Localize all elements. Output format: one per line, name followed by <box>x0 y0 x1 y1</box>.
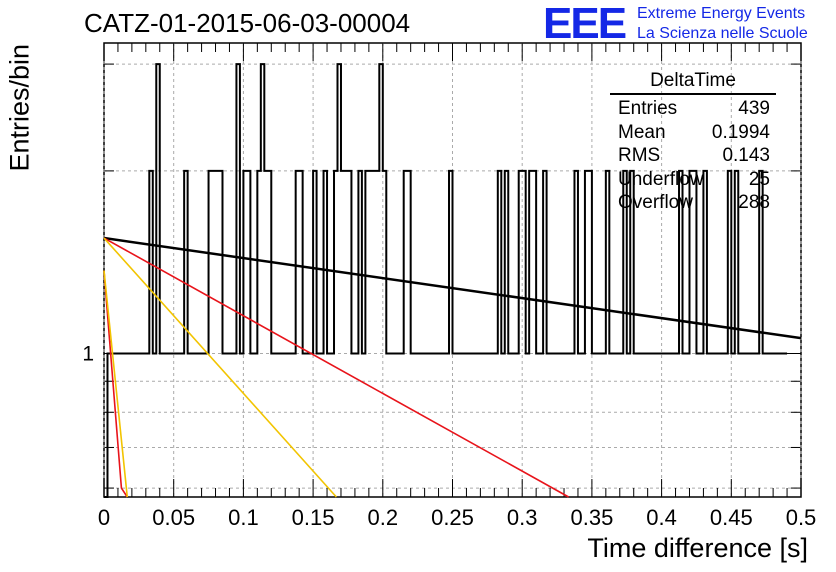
stats-value: 288 <box>738 192 770 213</box>
x-tick-label: 0 <box>98 505 110 530</box>
eee-logo: EEE <box>543 0 627 48</box>
logo-line-1: Extreme Energy Events <box>637 5 806 22</box>
stats-box: DeltaTime Entries 439 Mean 0.1994 RMS 0.143 Un… <box>610 70 776 215</box>
x-tick-label: 0.4 <box>646 505 677 530</box>
x-tick-label: 0.5 <box>786 505 817 530</box>
stats-label: RMS <box>618 145 661 166</box>
chart-title: CATZ-01-2015-06-03-00004 <box>84 8 411 38</box>
x-tick-label: 0.3 <box>507 505 538 530</box>
logo-line-2: La Scienza nelle Scuole <box>637 25 808 42</box>
stats-value: 0.143 <box>722 145 770 166</box>
fit-line <box>103 236 802 340</box>
x-tick-label: 0.25 <box>431 505 474 530</box>
stats-value: 0.1994 <box>711 121 770 143</box>
stats-row: Entries 439 <box>610 97 776 121</box>
stats-label: Underflow <box>618 168 704 190</box>
fit-line <box>103 270 128 498</box>
fit-line <box>103 270 129 498</box>
stats-row: Mean 0.1994 <box>610 121 776 145</box>
stats-row: RMS 0.143 <box>610 144 776 168</box>
x-tick-label: 0.15 <box>292 505 335 530</box>
x-tick-label: 0.1 <box>228 505 259 530</box>
stats-row: Underflow 25 <box>610 168 776 192</box>
fit-line <box>103 237 570 498</box>
x-tick-label: 0.2 <box>368 505 399 530</box>
x-axis-label: Time difference [s] <box>587 533 808 563</box>
histogram-step <box>104 63 788 498</box>
stats-value: 439 <box>738 98 770 119</box>
y-axis-label: Entries/bin <box>4 43 35 172</box>
fit-line <box>103 237 337 498</box>
x-tick-label: 0.35 <box>570 505 613 530</box>
stats-label: Mean <box>618 121 666 143</box>
stats-label: Entries <box>618 98 678 119</box>
stats-label: Overflow <box>618 192 693 213</box>
x-tick-label: 0.45 <box>710 505 753 530</box>
stats-title: DeltaTime <box>610 70 776 95</box>
stats-value: 25 <box>748 168 770 190</box>
y-tick-label: 1 <box>82 342 94 365</box>
stats-row: Overflow 288 <box>610 191 776 215</box>
x-tick-label: 0.05 <box>152 505 195 530</box>
